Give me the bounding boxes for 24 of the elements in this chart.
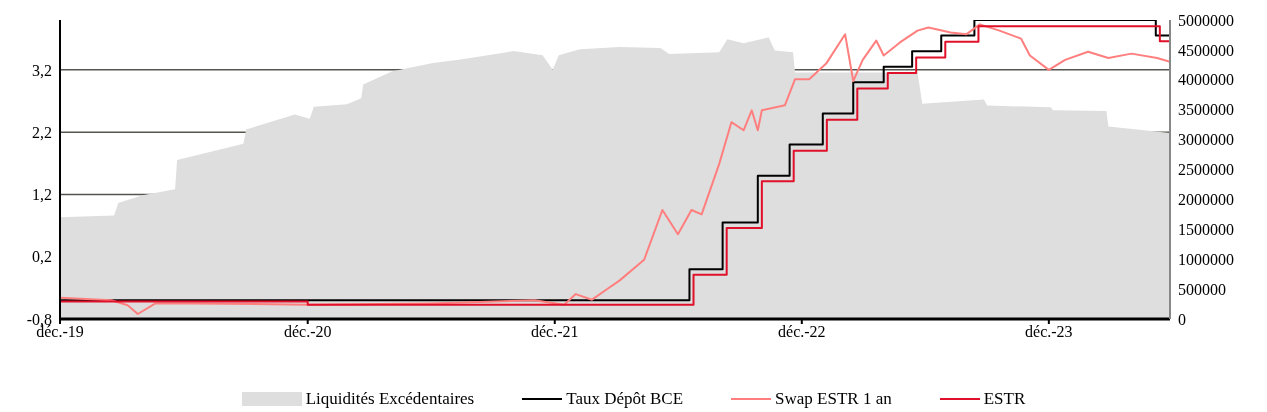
y2-tick-label: 2500000 (1178, 161, 1234, 179)
y-tick-label: 1,2 (32, 186, 52, 204)
x-tick-label: déc.-21 (531, 323, 579, 341)
y2-tick-label: 5000000 (1178, 11, 1234, 29)
y2-tick-label: 1500000 (1178, 220, 1234, 238)
y2-tick-label: 2000000 (1178, 191, 1234, 209)
y2-tick-label: 4000000 (1178, 71, 1234, 89)
y-tick-label: 0,2 (32, 248, 52, 266)
x-tick-label: déc.-20 (283, 323, 332, 341)
y2-tick-label: 3500000 (1178, 101, 1234, 119)
y-tick-label: -0,8 (26, 310, 52, 328)
y2-tick-label: 4500000 (1178, 41, 1234, 59)
x-tick-label: déc.-22 (778, 323, 826, 341)
y-tick-label: 3,2 (32, 61, 52, 79)
legend-label: Taux Dépôt BCE (566, 389, 684, 409)
legend-label: Liquidités Excédentaires (305, 389, 475, 409)
y-tick-label: 2,2 (32, 123, 52, 141)
y2-tick-label: 500000 (1178, 280, 1226, 298)
x-tick-label: déc.-23 (1025, 323, 1073, 341)
y2-tick-label: 1000000 (1178, 250, 1234, 268)
y2-tick-label: 3000000 (1178, 131, 1234, 149)
legend-label: ESTR (983, 389, 1026, 409)
y2-tick-label: 0 (1178, 310, 1186, 328)
legend-label: Swap ESTR 1 an (775, 389, 892, 409)
